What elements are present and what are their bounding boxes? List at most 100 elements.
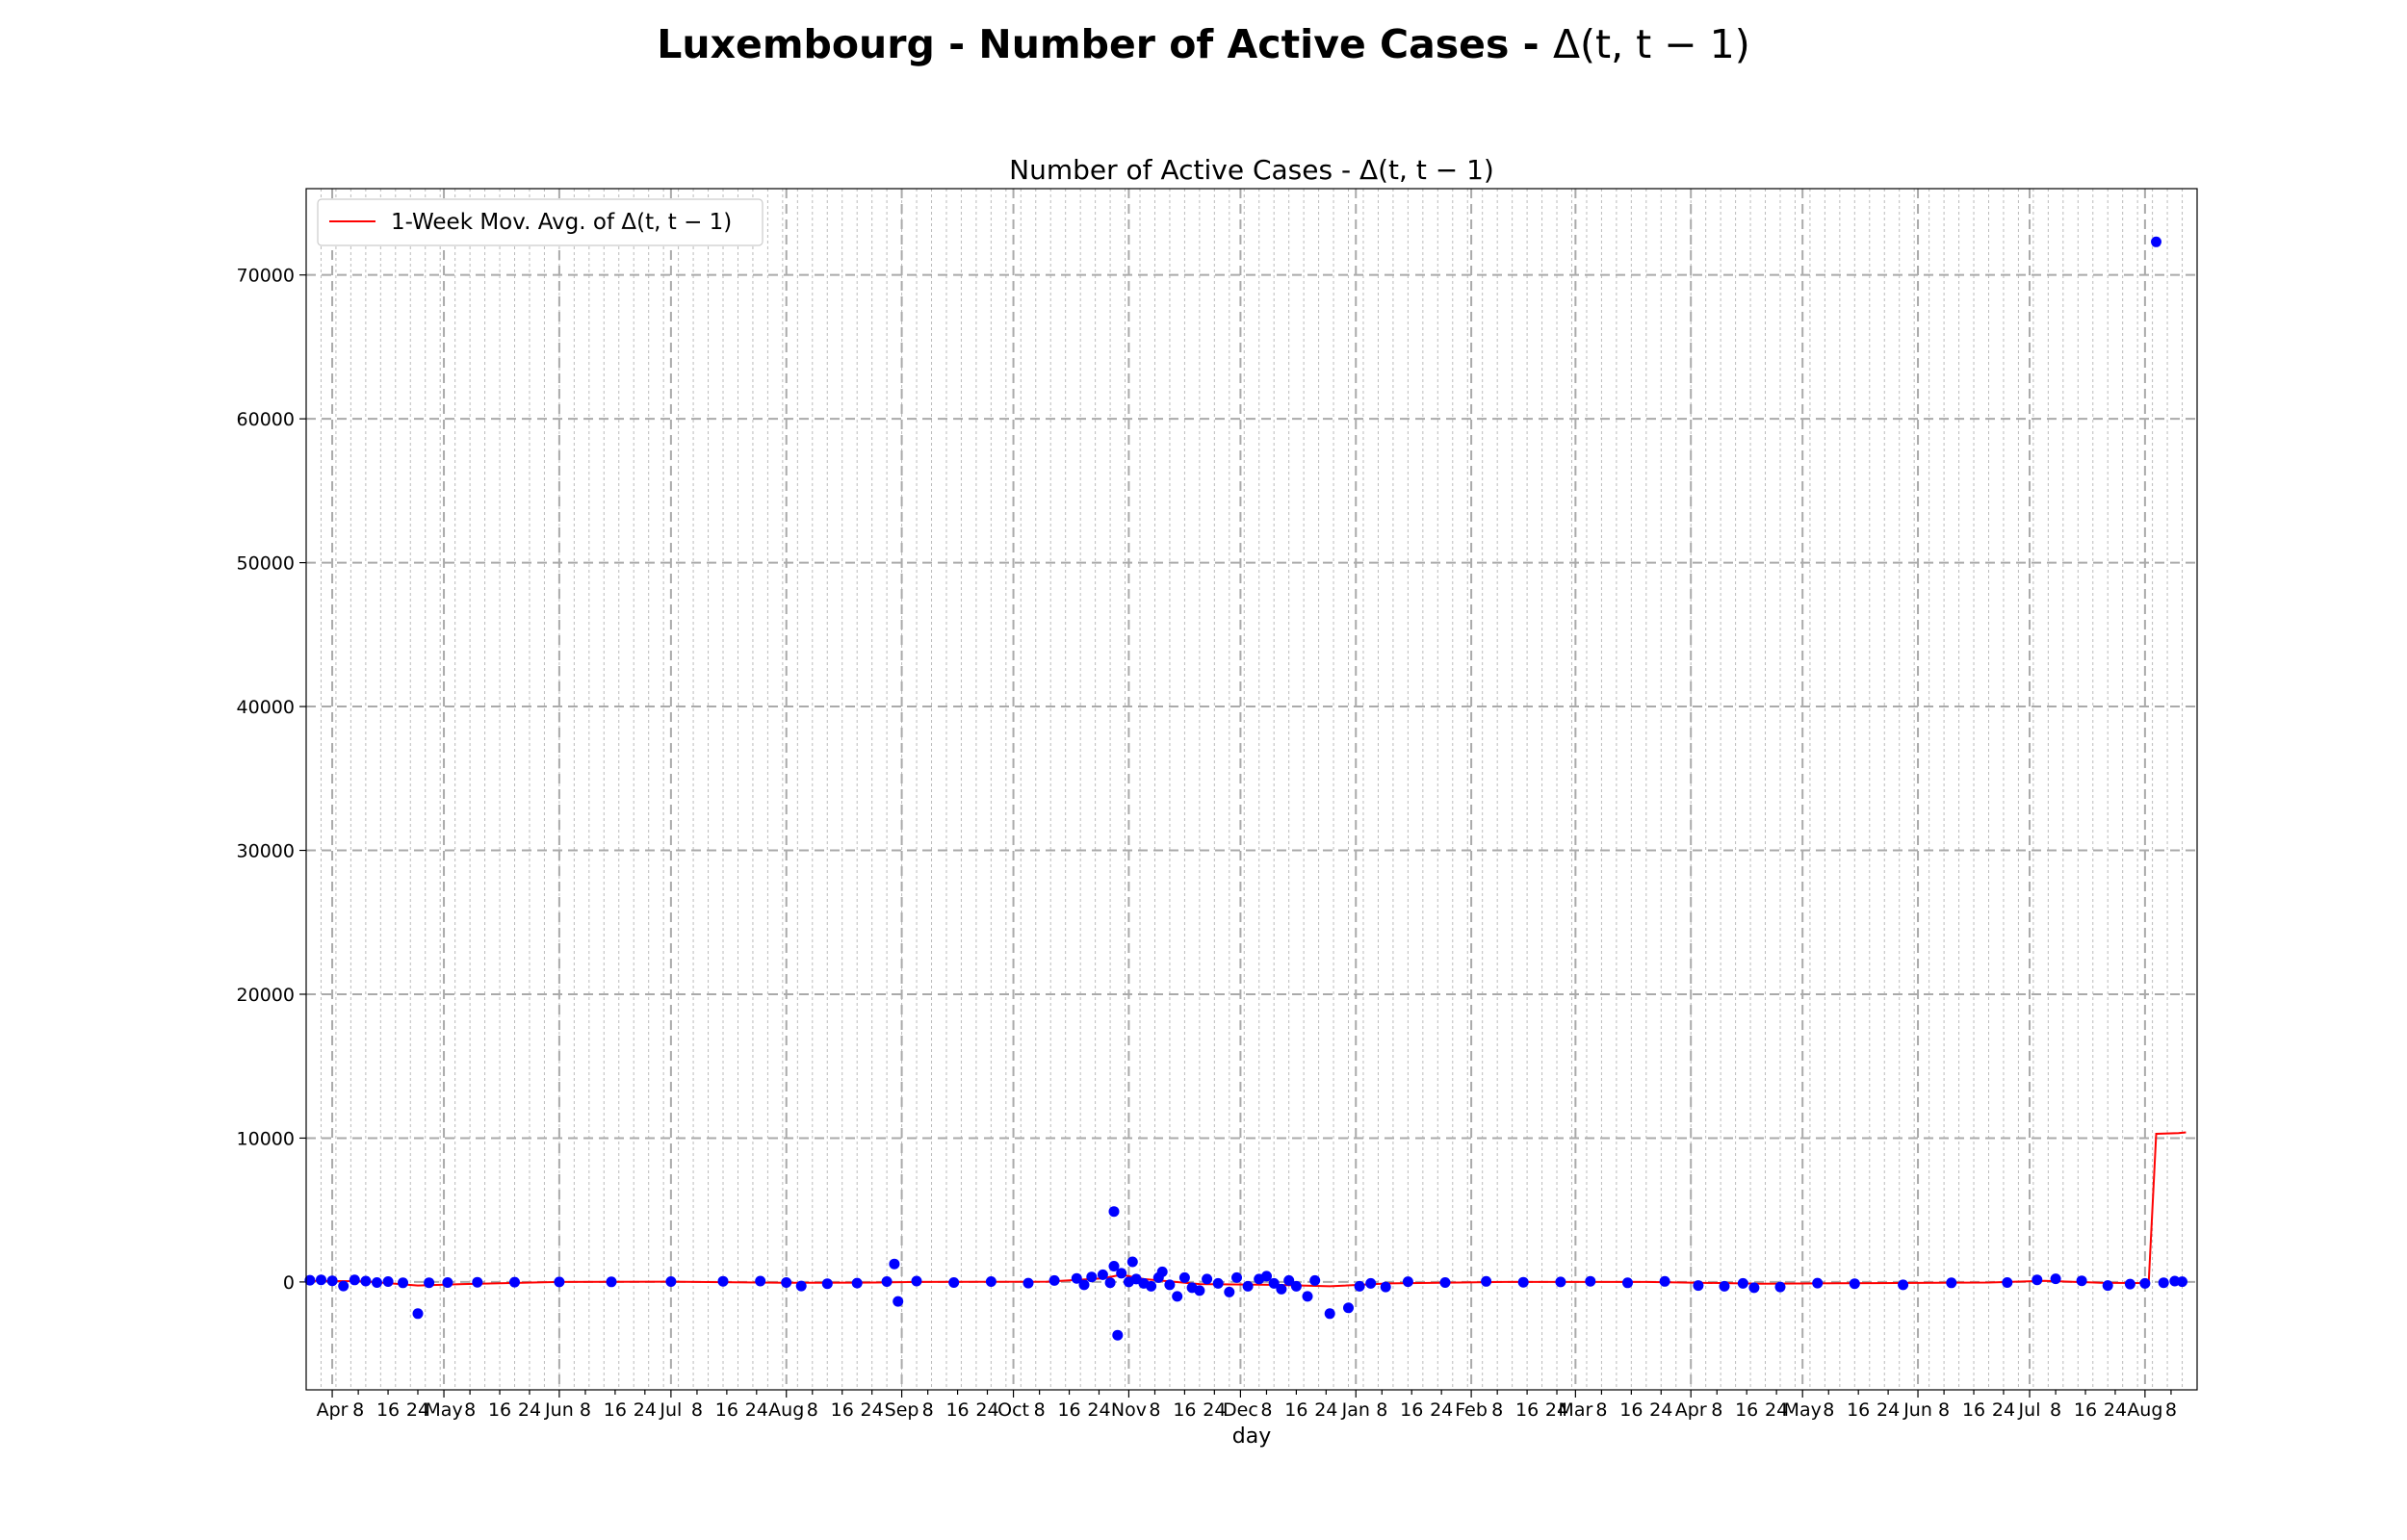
x-tick-label: Jan xyxy=(1341,1399,1370,1421)
y-tick-label: 60000 xyxy=(237,409,295,430)
x-tick-label: 16 xyxy=(831,1399,854,1421)
data-point xyxy=(606,1276,617,1288)
x-tick-label: 24 xyxy=(406,1399,429,1421)
x-tick-label: 24 xyxy=(1876,1399,1900,1421)
data-point xyxy=(2050,1273,2061,1285)
x-tick-label: 24 xyxy=(1430,1399,1453,1421)
x-tick-label: 16 xyxy=(1619,1399,1643,1421)
x-tick-label: 8 xyxy=(922,1399,934,1421)
x-tick-label: 8 xyxy=(1491,1399,1503,1421)
data-point xyxy=(1071,1272,1082,1284)
x-tick-label: Apr xyxy=(1675,1399,1707,1421)
data-point xyxy=(2124,1278,2135,1290)
x-tick-label: 8 xyxy=(1595,1399,1607,1421)
moving-average-line xyxy=(309,1131,2187,1288)
data-point xyxy=(1194,1285,1205,1296)
x-tick-label: 16 xyxy=(945,1399,969,1421)
data-point xyxy=(442,1277,453,1288)
x-tick-label: 16 xyxy=(1057,1399,1080,1421)
minor-gridlines xyxy=(305,189,2198,1390)
y-tick-label: 0 xyxy=(283,1272,295,1294)
x-tick-label: 24 xyxy=(1649,1399,1672,1421)
data-point xyxy=(2151,236,2161,247)
data-point xyxy=(1517,1276,1529,1288)
data-point xyxy=(1898,1279,1909,1291)
x-tick-label: 24 xyxy=(1203,1399,1226,1421)
data-point xyxy=(2076,1275,2087,1287)
data-point xyxy=(1622,1277,1633,1289)
y-tick-label: 10000 xyxy=(237,1128,295,1149)
data-point xyxy=(1748,1282,1760,1294)
plot-frame xyxy=(305,188,2198,1391)
data-point xyxy=(1108,1206,1120,1218)
x-tick-label: 16 xyxy=(1173,1399,1196,1421)
data-point xyxy=(795,1280,807,1292)
data-point xyxy=(372,1277,382,1288)
x-tick-label: Oct xyxy=(997,1399,1029,1421)
data-point xyxy=(1146,1280,1157,1292)
data-point xyxy=(2158,1277,2169,1289)
data-point xyxy=(2032,1274,2043,1286)
data-point xyxy=(2139,1277,2151,1289)
data-point xyxy=(1022,1277,1034,1289)
data-point xyxy=(665,1276,677,1287)
data-point xyxy=(1812,1277,1824,1289)
data-point xyxy=(424,1277,435,1289)
x-tick-label: Dec xyxy=(1223,1399,1258,1421)
x-tick-label: 8 xyxy=(1260,1399,1272,1421)
x-tick-label: 8 xyxy=(580,1399,591,1421)
data-point xyxy=(1178,1271,1190,1283)
data-point xyxy=(1164,1279,1176,1291)
data-point xyxy=(881,1276,893,1287)
data-point xyxy=(911,1275,922,1287)
data-point xyxy=(1439,1277,1451,1288)
data-point xyxy=(1481,1275,1492,1287)
y-tick-label: 50000 xyxy=(237,553,295,575)
data-point xyxy=(1108,1261,1120,1271)
y-tick-label: 20000 xyxy=(237,985,295,1006)
x-tick-label: 24 xyxy=(1087,1399,1110,1421)
x-tick-label: 8 xyxy=(691,1399,703,1421)
x-tick-label: 24 xyxy=(1765,1399,1788,1421)
data-point xyxy=(554,1276,565,1288)
data-point xyxy=(1104,1277,1116,1289)
data-point xyxy=(1156,1266,1168,1277)
data-point xyxy=(1261,1270,1272,1282)
x-tick-label: 8 xyxy=(807,1399,818,1421)
y-tick-label: 70000 xyxy=(237,266,295,287)
x-tick-label: 8 xyxy=(464,1399,476,1421)
data-point xyxy=(889,1258,900,1270)
data-point xyxy=(338,1280,349,1292)
x-tick-label: Jul xyxy=(659,1399,682,1421)
data-point xyxy=(1380,1281,1391,1293)
data-point xyxy=(2177,1276,2187,1288)
x-tick-label: 16 xyxy=(1284,1399,1307,1421)
x-tick-label: 24 xyxy=(975,1399,998,1421)
data-point xyxy=(2002,1277,2013,1288)
data-point xyxy=(1097,1269,1108,1280)
x-tick-label: 24 xyxy=(1545,1399,1568,1421)
data-point xyxy=(382,1276,394,1287)
legend-box xyxy=(317,198,764,246)
figure-title: Luxembourg - Number of Active Cases - Δ(… xyxy=(0,21,2407,67)
x-tick-label: 16 xyxy=(376,1399,400,1421)
x-tick-label: 16 xyxy=(1735,1399,1758,1421)
x-tick-label: Jun xyxy=(544,1399,574,1421)
data-point xyxy=(1276,1283,1287,1295)
x-tick-label: 24 xyxy=(2104,1399,2127,1421)
x-tick-label: Jul xyxy=(2018,1399,2041,1421)
data-point xyxy=(1290,1280,1302,1292)
x-tick-label: Apr xyxy=(317,1399,349,1421)
data-point xyxy=(1086,1271,1098,1283)
major-gridlines xyxy=(306,189,2197,1390)
x-tick-label: 24 xyxy=(634,1399,657,1421)
moving-average-layer xyxy=(309,1131,2187,1288)
data-point xyxy=(398,1277,408,1289)
x-tick-label: 8 xyxy=(1149,1399,1160,1421)
data-point xyxy=(1112,1329,1124,1341)
x-tick-label: 8 xyxy=(1034,1399,1046,1421)
y-tick-label: 30000 xyxy=(237,841,295,862)
x-tick-label: 16 xyxy=(715,1399,738,1421)
x-tick-label: 24 xyxy=(1992,1399,2015,1421)
